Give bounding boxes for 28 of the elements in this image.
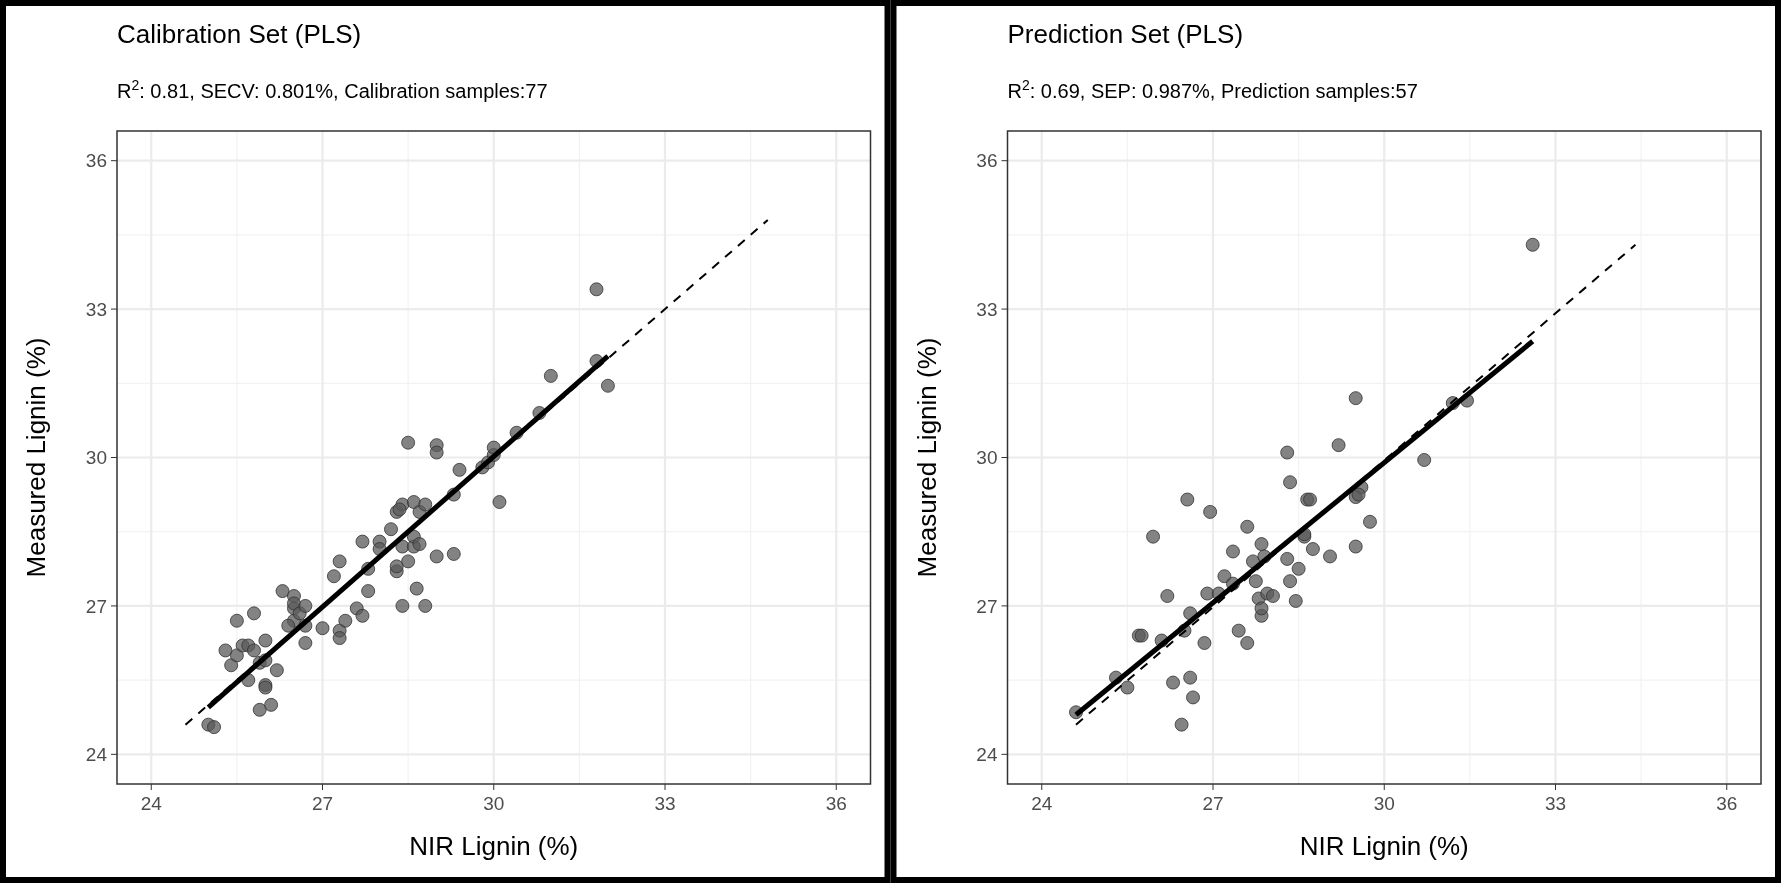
x-tick-label: 30 xyxy=(483,793,505,814)
y-axis-title: Measured Lignin (%) xyxy=(21,337,51,578)
chart-title: Calibration Set (PLS) xyxy=(117,19,362,49)
y-tick-label: 27 xyxy=(85,595,107,617)
y-tick-label: 36 xyxy=(976,150,998,172)
x-tick-label: 27 xyxy=(311,793,334,814)
x-tick-label: 24 xyxy=(140,793,163,814)
x-axis-title: NIR Lignin (%) xyxy=(1299,831,1469,861)
y-tick-label: 24 xyxy=(85,743,108,765)
chart-subtitle: R$^{2}$: 0.81, SECV: 0.801%, Calibration samples:77 xyxy=(117,77,548,102)
y-tick-label: 36 xyxy=(85,150,107,172)
x-tick-label: 33 xyxy=(1544,793,1567,814)
x-tick-label: 36 xyxy=(1716,793,1738,814)
y-tick-label: 30 xyxy=(976,447,998,469)
x-tick-label: 33 xyxy=(654,793,676,814)
y-tick-label: 24 xyxy=(976,743,998,765)
chart-subtitle: R$^{2}$: 0.69, SEP: 0.987%, Prediction samples:57 xyxy=(1007,77,1418,102)
y-tick-label: 33 xyxy=(85,298,107,320)
y-tick-label: 30 xyxy=(85,447,107,469)
y-axis-title: Measured Lignin (%) xyxy=(911,337,942,578)
x-axis-title: NIR Lignin (%) xyxy=(409,831,579,861)
x-tick-label: 30 xyxy=(1373,793,1395,814)
x-tick-label: 27 xyxy=(1202,793,1224,814)
y-tick-label: 27 xyxy=(976,595,998,617)
y-tick-label: 33 xyxy=(976,298,998,320)
x-tick-label: 36 xyxy=(825,793,847,814)
x-tick-label: 24 xyxy=(1031,793,1053,814)
chart-title: Prediction Set (PLS) xyxy=(1007,19,1244,49)
